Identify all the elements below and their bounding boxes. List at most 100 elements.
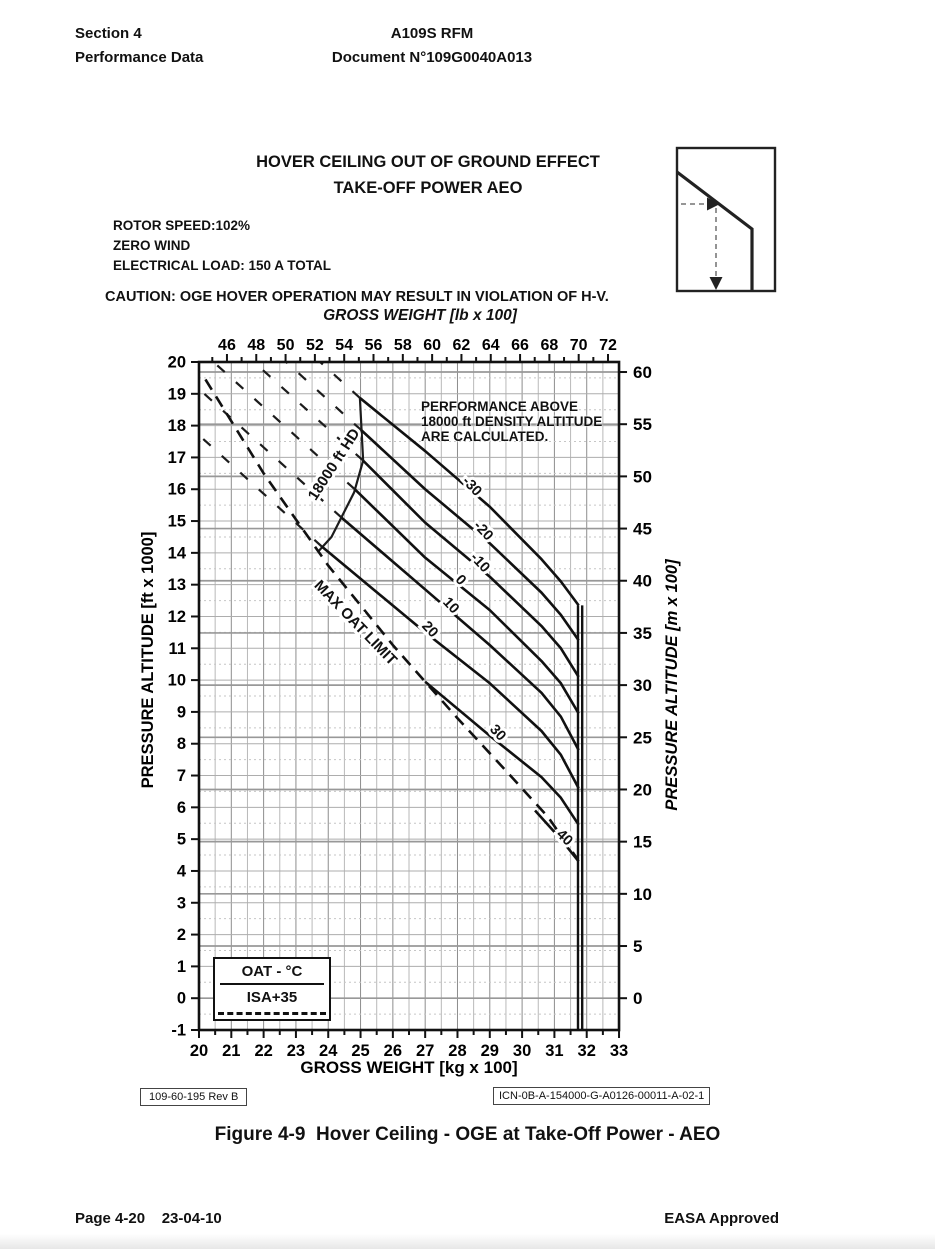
svg-text:11: 11 [169,640,186,658]
condition-wind: ZERO WIND [113,238,191,253]
svg-text:18: 18 [168,417,186,435]
svg-text:3: 3 [177,894,186,912]
svg-text:35: 35 [633,624,652,643]
svg-text:-1: -1 [171,1022,186,1040]
svg-text:20: 20 [633,780,652,799]
legend-box: OAT - °C ISA+35 [213,957,331,1021]
header-doc-title: A109S RFM [390,25,474,42]
svg-text:25: 25 [633,728,652,747]
header-section-block: Section 4 Performance Data [75,22,203,70]
svg-text:29: 29 [481,1042,499,1060]
svg-text:GROSS WEIGHT [kg x 100]: GROSS WEIGHT [kg x 100] [300,1058,517,1077]
svg-text:20: 20 [418,618,441,641]
svg-text:14: 14 [168,544,187,562]
svg-text:22: 22 [254,1042,272,1060]
caution-note: CAUTION: OGE HOVER OPERATION MAY RESULT … [105,289,609,305]
calculated-performance-note: PERFORMANCE ABOVE 18000 ft DENSITY ALTIT… [421,399,631,445]
svg-text:19: 19 [168,385,186,403]
svg-text:10: 10 [439,594,462,617]
top-axis-title: GROSS WEIGHT [lb x 100] [323,307,517,324]
svg-text:30: 30 [513,1042,531,1060]
svg-text:31: 31 [545,1042,563,1060]
figure-caption: Figure 4-9 Hover Ceiling - OGE at Take-O… [214,1124,721,1145]
svg-text:-20: -20 [470,518,496,544]
svg-text:MAX OAT LIMIT: MAX OAT LIMIT [311,577,401,669]
legend-isa35-label: ISA+35 [246,989,298,1006]
svg-text:15: 15 [633,833,652,852]
chart-title-block: HOVER CEILING OUT OF GROUND EFFECT TAKE-… [160,149,696,201]
svg-text:17: 17 [168,449,186,467]
svg-text:12: 12 [168,608,186,626]
svg-text:68: 68 [540,337,558,354]
svg-text:2: 2 [177,926,186,944]
svg-text:60: 60 [423,337,441,354]
svg-text:5: 5 [177,831,186,849]
svg-text:1: 1 [177,958,186,976]
svg-text:52: 52 [306,337,324,354]
svg-text:48: 48 [247,337,265,354]
svg-text:16: 16 [168,481,186,499]
svg-text:66: 66 [511,337,529,354]
note-line-2: 18000 ft DENSITY ALTITUDE [421,414,603,430]
chart-title-line2: TAKE-OFF POWER AEO [333,179,523,197]
legend-oat-label: OAT - °C [241,963,303,980]
page-number-date: Page 4-20 23-04-10 [75,1210,222,1227]
chart-title-line1: HOVER CEILING OUT OF GROUND EFFECT [256,153,600,171]
svg-text:28: 28 [448,1042,466,1060]
svg-text:50: 50 [277,337,295,354]
svg-text:13: 13 [168,576,186,594]
svg-text:46: 46 [218,337,236,354]
svg-text:0: 0 [452,572,469,589]
svg-text:20: 20 [190,1042,208,1060]
hover-ceiling-pictogram-icon [675,146,777,293]
svg-text:54: 54 [335,337,353,354]
svg-text:9: 9 [177,703,186,721]
note-line-3: ARE CALCULATED. [421,429,549,445]
svg-text:55: 55 [633,415,652,434]
svg-text:64: 64 [482,337,500,354]
svg-text:15: 15 [168,513,186,531]
svg-text:10: 10 [168,672,186,690]
svg-text:30: 30 [633,676,652,695]
note-line-1: PERFORMANCE ABOVE [421,399,579,414]
svg-text:4: 4 [177,862,187,880]
svg-text:20: 20 [168,354,186,372]
svg-text:18000 ft HD: 18000 ft HD [305,425,364,503]
svg-text:21: 21 [222,1042,240,1060]
page-bottom-shade [0,1234,935,1249]
svg-text:PRESSURE ALTITUDE [ft x 1000]: PRESSURE ALTITUDE [ft x 1000] [139,532,157,789]
svg-text:10: 10 [633,885,652,904]
svg-text:5: 5 [633,937,642,956]
svg-text:-30: -30 [459,473,485,499]
svg-text:58: 58 [394,337,412,354]
svg-text:24: 24 [319,1042,338,1060]
svg-text:6: 6 [177,799,186,817]
svg-text:23: 23 [287,1042,305,1060]
conditions-block: ROTOR SPEED:102% ZERO WIND ELECTRICAL LO… [113,216,331,276]
svg-text:45: 45 [633,520,652,539]
header-doc-number: Document N°109G0040A013 [331,49,533,66]
svg-text:PRESSURE ALTITUDE [m x 100]: PRESSURE ALTITUDE [m x 100] [663,559,681,811]
svg-text:7: 7 [177,767,186,785]
svg-text:70: 70 [570,337,588,354]
condition-rotor-speed: ROTOR SPEED:102% [113,218,251,233]
svg-text:8: 8 [177,735,186,753]
svg-text:33: 33 [610,1042,628,1060]
header-section: Section 4 [75,25,142,42]
svg-text:26: 26 [384,1042,402,1060]
header-section-sub: Performance Data [75,49,204,66]
icn-reference-box: ICN-0B-A-154000-G-A0126-00011-A-02-1 [493,1087,711,1105]
svg-text:40: 40 [553,827,576,850]
header-document-block: A109S RFM Document N°109G0040A013 [282,22,582,70]
svg-text:0: 0 [177,990,186,1008]
svg-text:32: 32 [578,1042,596,1060]
svg-text:72: 72 [599,337,617,354]
svg-text:27: 27 [416,1042,434,1060]
svg-text:30: 30 [486,722,509,745]
svg-text:25: 25 [351,1042,369,1060]
svg-text:0: 0 [633,989,642,1008]
svg-text:40: 40 [633,572,652,591]
svg-text:56: 56 [365,337,383,354]
svg-text:60: 60 [633,363,652,382]
